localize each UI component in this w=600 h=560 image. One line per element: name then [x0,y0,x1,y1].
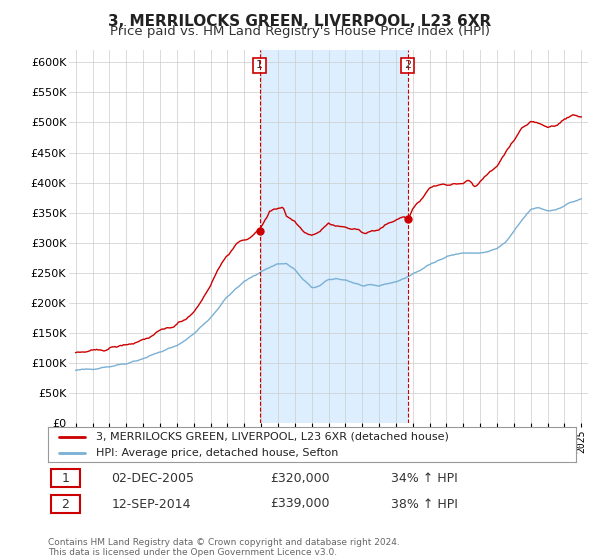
Text: 1: 1 [61,472,69,485]
Text: 3, MERRILOCKS GREEN, LIVERPOOL, L23 6XR: 3, MERRILOCKS GREEN, LIVERPOOL, L23 6XR [109,14,491,29]
Text: Contains HM Land Registry data © Crown copyright and database right 2024.
This d: Contains HM Land Registry data © Crown c… [48,538,400,557]
Text: 38% ↑ HPI: 38% ↑ HPI [391,497,458,511]
Text: 2: 2 [61,497,69,511]
Text: 2: 2 [404,60,412,71]
Text: HPI: Average price, detached house, Sefton: HPI: Average price, detached house, Seft… [95,447,338,458]
Text: £339,000: £339,000 [270,497,329,511]
Text: Price paid vs. HM Land Registry's House Price Index (HPI): Price paid vs. HM Land Registry's House … [110,25,490,38]
FancyBboxPatch shape [50,469,80,487]
Text: £320,000: £320,000 [270,472,329,485]
Text: 3, MERRILOCKS GREEN, LIVERPOOL, L23 6XR (detached house): 3, MERRILOCKS GREEN, LIVERPOOL, L23 6XR … [95,432,448,442]
Bar [260,50,408,423]
Text: 12-SEP-2014: 12-SEP-2014 [112,497,191,511]
Text: 1: 1 [256,60,263,71]
FancyBboxPatch shape [50,495,80,513]
Text: 34% ↑ HPI: 34% ↑ HPI [391,472,458,485]
Text: 02-DEC-2005: 02-DEC-2005 [112,472,194,485]
